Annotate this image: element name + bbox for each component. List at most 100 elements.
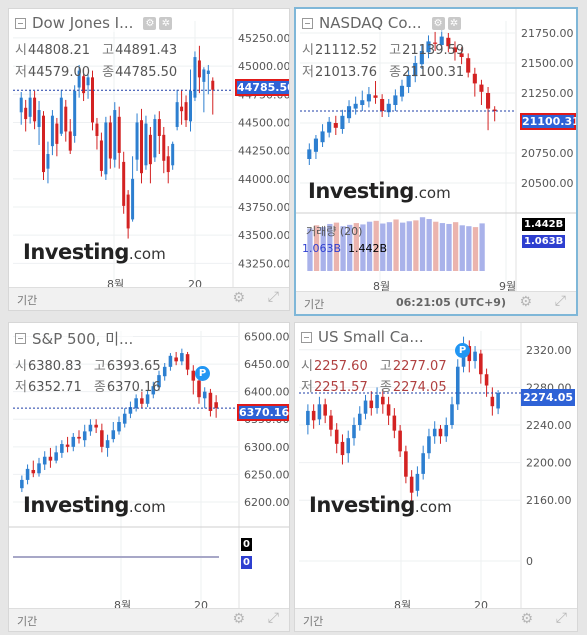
volume-chip-blue: 1.063B (522, 235, 566, 248)
low-value: 6352.71 (27, 380, 82, 395)
candle-body (202, 391, 207, 399)
chart-panel-nasdaq[interactable]: 21750.0021500.0021250.0021000.0020750.00… (294, 7, 578, 316)
candle-body (353, 103, 358, 109)
instrument-title[interactable]: S&P 500, 미... (32, 330, 134, 348)
candle-body (479, 84, 484, 92)
volume-bar (393, 219, 399, 271)
candle-body (180, 106, 184, 112)
ohlc-row-1: 시44808.21 고44891.43 (15, 39, 177, 58)
gear-icon[interactable]: ⚙ (232, 611, 245, 627)
high-label: 고 (93, 359, 106, 374)
candle-body (162, 366, 167, 377)
candle-body (307, 149, 312, 159)
candle-body (446, 37, 451, 47)
candle-body (131, 178, 135, 220)
candle-body (214, 402, 218, 409)
candle-body (46, 154, 50, 169)
expand-icon[interactable]: ⤢ (554, 293, 566, 309)
candle-body (175, 102, 179, 127)
y-tick-label: 6500.00 (244, 331, 290, 344)
gear-icon[interactable]: ⚙ (519, 294, 532, 310)
candle-body (111, 430, 116, 440)
volume-bar (400, 222, 406, 271)
high-label: 고 (389, 43, 402, 58)
volume-bar (413, 220, 419, 271)
candle-body (31, 469, 36, 474)
volume-indicator-label: 거래량 (20) (306, 225, 363, 238)
candle-body (313, 138, 318, 152)
high-label: 고 (102, 43, 115, 58)
candle-body (105, 440, 110, 448)
candle-body (82, 76, 86, 94)
candle-body (492, 109, 497, 111)
clock-readout: 06:21:05 (UTC+9) (396, 296, 506, 309)
instrument-title[interactable]: Dow Jones I... (32, 14, 134, 32)
low-label: 저 (302, 65, 314, 80)
ohlc-row-2: 저21013.76 종21100.31 (302, 61, 464, 80)
minimize-icon[interactable] (15, 17, 26, 29)
y-tick-label: 2240.00 (526, 419, 572, 432)
candle-body (433, 42, 438, 44)
candlestick-chart[interactable]: 45250.0045000.0044750.0044500.0044250.00… (9, 9, 290, 290)
candle-body (320, 131, 325, 143)
instrument-title[interactable]: NASDAQ Co... (319, 14, 422, 32)
expand-icon[interactable]: ⤢ (267, 610, 279, 626)
volume-bar (386, 222, 393, 271)
period-button[interactable]: 기간 (304, 298, 325, 311)
gear-icon[interactable]: ✲ (159, 16, 173, 30)
candle-body (193, 57, 197, 98)
expand-icon[interactable]: ⤢ (555, 610, 567, 626)
minimize-icon[interactable] (301, 331, 312, 343)
candle-body (444, 425, 449, 437)
settings-icon[interactable]: ⚙ (143, 16, 157, 30)
chart-panel-sp500[interactable]: 6500.006450.006400.006350.006300.006250.… (8, 322, 290, 632)
candle-body (432, 428, 437, 437)
instrument-title[interactable]: US Small Ca... (318, 328, 424, 346)
expand-icon[interactable]: ⤢ (267, 289, 279, 305)
period-button[interactable]: 기간 (17, 294, 38, 307)
minimize-icon[interactable] (15, 333, 26, 344)
volume-bar (419, 217, 426, 271)
panel-footer: 기간 ⚙ ⤢ (9, 608, 289, 631)
candle-body (473, 351, 477, 362)
candle-body (496, 392, 500, 409)
candle-body (191, 370, 196, 381)
event-pin[interactable]: P (455, 343, 470, 358)
candle-body (100, 430, 104, 447)
open-label: 시 (15, 359, 27, 374)
x-tick-label: 9월 (499, 280, 516, 292)
candle-body (37, 463, 41, 474)
candle-body (64, 106, 68, 132)
candlestick-chart[interactable]: 6500.006450.006400.006350.006300.006250.… (9, 323, 290, 611)
period-button[interactable]: 기간 (303, 615, 324, 628)
low-label: 저 (15, 380, 27, 395)
candle-body (490, 396, 495, 407)
candlestick-chart[interactable]: 21750.0021500.0021250.0021000.0020750.00… (296, 9, 576, 292)
gear-icon[interactable]: ✲ (447, 16, 461, 30)
candle-body (399, 85, 405, 97)
candle-body (185, 354, 190, 370)
last-price-badge: 2274.05 (521, 389, 575, 406)
minimize-icon[interactable] (302, 17, 313, 29)
candle-body (466, 58, 471, 73)
high-value: 2277.07 (392, 359, 447, 374)
panel-footer: 기간 06:21:05 (UTC+9) ⚙ ⤢ (296, 291, 576, 314)
candle-body (37, 110, 41, 127)
candle-body (126, 194, 130, 229)
event-pin[interactable]: P (195, 366, 210, 381)
candle-body (184, 102, 188, 121)
chart-panel-dow-jones[interactable]: 45250.0045000.0044750.0044500.0044250.00… (8, 8, 290, 311)
y-tick-label: 20500.00 (521, 177, 574, 190)
settings-icon[interactable]: ⚙ (431, 16, 445, 30)
high-label: 고 (379, 359, 392, 374)
period-button[interactable]: 기간 (17, 615, 38, 628)
chart-panel-us-small-cap[interactable]: 2320.00 2280.00 2240.00 2200.00 2160.00 0 8월 20… (294, 322, 578, 632)
volume-bar (307, 228, 313, 271)
gear-icon[interactable]: ⚙ (232, 290, 245, 306)
close-label: 종 (379, 380, 392, 395)
volume-chip-black: 1.442B (522, 218, 566, 231)
candle-body (415, 473, 420, 491)
gear-icon[interactable]: ⚙ (520, 611, 533, 627)
candle-body (373, 95, 378, 98)
